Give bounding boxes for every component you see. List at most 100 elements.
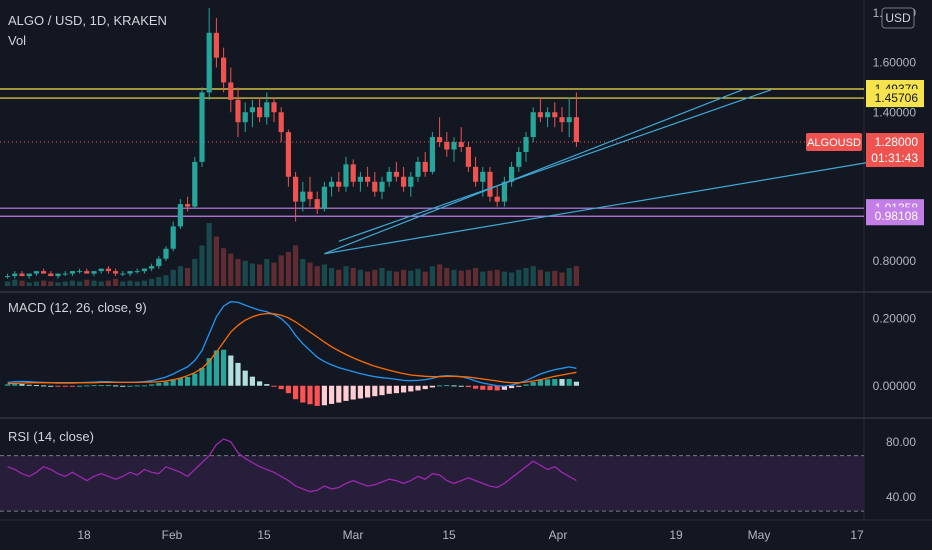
volume-legend[interactable]: Vol	[8, 33, 26, 48]
candle-body[interactable]	[242, 112, 248, 123]
candle-body[interactable]	[429, 137, 435, 172]
candle-body[interactable]	[271, 102, 277, 113]
candle-body[interactable]	[84, 271, 90, 274]
candle-body[interactable]	[444, 142, 450, 150]
candle-body[interactable]	[516, 151, 522, 167]
candle-body[interactable]	[314, 199, 320, 210]
candle-body[interactable]	[170, 226, 176, 249]
candle-body[interactable]	[19, 273, 25, 277]
candle-body[interactable]	[573, 117, 579, 143]
candle-body[interactable]	[329, 181, 335, 187]
candle-body[interactable]	[537, 112, 543, 118]
candle-body[interactable]	[134, 271, 140, 273]
candle-body[interactable]	[26, 273, 32, 277]
candle-body[interactable]	[559, 117, 565, 123]
candle-body[interactable]	[257, 107, 263, 118]
candle-body[interactable]	[552, 112, 558, 118]
macd-histogram-bar	[62, 385, 68, 387]
candle-body[interactable]	[185, 204, 191, 207]
rsi-pane[interactable]: 80.00 40.00	[0, 435, 916, 512]
candle-body[interactable]	[228, 82, 234, 100]
candle-body[interactable]	[278, 112, 284, 133]
trendlines[interactable]	[324, 89, 872, 255]
candle-body[interactable]	[113, 271, 119, 274]
rsi-title[interactable]: RSI (14, close)	[8, 429, 94, 444]
candle-body[interactable]	[343, 164, 349, 187]
candle-body[interactable]	[206, 32, 212, 93]
candle-body[interactable]	[300, 191, 306, 202]
trendline[interactable]	[324, 161, 872, 255]
candle-body[interactable]	[105, 268, 111, 272]
candle-body[interactable]	[401, 176, 407, 187]
candle-body[interactable]	[293, 176, 299, 202]
symbol-title[interactable]: ALGO / USD, 1D, KRAKEN	[8, 13, 167, 28]
candle-body[interactable]	[91, 271, 97, 274]
volume-bar	[314, 266, 320, 286]
candle-body[interactable]	[235, 99, 241, 123]
candle-body[interactable]	[545, 112, 551, 118]
candle-body[interactable]	[249, 107, 255, 113]
candle-body[interactable]	[307, 191, 313, 200]
candle-body[interactable]	[127, 271, 133, 274]
candle-body[interactable]	[177, 204, 183, 227]
trendline[interactable]	[324, 89, 743, 255]
candle-body[interactable]	[149, 266, 155, 269]
candle-body[interactable]	[156, 258, 162, 267]
candle-body[interactable]	[55, 273, 61, 277]
trendline[interactable]	[338, 89, 771, 242]
candle-body[interactable]	[213, 32, 219, 58]
candle-body[interactable]	[98, 268, 104, 272]
candle-body[interactable]	[33, 271, 39, 274]
candlestick-series[interactable]	[5, 8, 579, 279]
time-axis[interactable]: 18 Feb 15 Mar 15 Apr 19 May 17	[77, 528, 864, 542]
candle-body[interactable]	[77, 271, 83, 273]
candle-body[interactable]	[192, 161, 198, 207]
candle-body[interactable]	[451, 142, 457, 150]
candle-body[interactable]	[321, 186, 327, 210]
candle-body[interactable]	[509, 166, 515, 182]
candle-body[interactable]	[372, 181, 378, 192]
macd-title[interactable]: MACD (12, 26, close, 9)	[8, 300, 147, 315]
candle-body[interactable]	[12, 273, 18, 277]
candle-body[interactable]	[566, 117, 572, 123]
candle-body[interactable]	[379, 181, 385, 192]
candle-body[interactable]	[336, 181, 342, 187]
candle-body[interactable]	[264, 102, 270, 118]
candle-body[interactable]	[48, 273, 54, 277]
candle-body[interactable]	[465, 147, 471, 167]
candle-body[interactable]	[357, 176, 363, 182]
volume-bar	[401, 269, 407, 286]
currency-button[interactable]: USD	[881, 7, 915, 29]
candle-body[interactable]	[5, 276, 11, 278]
candle-body[interactable]	[393, 171, 399, 177]
rsi-line[interactable]	[7, 438, 577, 493]
candle-body[interactable]	[199, 92, 205, 162]
candle-body[interactable]	[480, 171, 486, 182]
candle-body[interactable]	[473, 166, 479, 182]
candle-body[interactable]	[458, 142, 464, 147]
macd-line[interactable]	[7, 301, 577, 387]
candle-body[interactable]	[69, 271, 75, 274]
candle-body[interactable]	[350, 164, 356, 182]
candle-body[interactable]	[437, 137, 443, 143]
candle-body[interactable]	[62, 273, 68, 275]
candle-body[interactable]	[163, 248, 169, 259]
macd-signal-line[interactable]	[7, 312, 577, 385]
candle-body[interactable]	[487, 171, 493, 197]
candle-body[interactable]	[285, 132, 291, 177]
macd-pane[interactable]: 0.20000 0.00000	[5, 301, 916, 406]
candle-body[interactable]	[408, 176, 414, 187]
candle-body[interactable]	[501, 181, 507, 202]
candle-body[interactable]	[120, 273, 126, 275]
candle-body[interactable]	[386, 171, 392, 182]
candle-body[interactable]	[422, 161, 428, 172]
candle-body[interactable]	[494, 196, 500, 202]
candle-body[interactable]	[530, 112, 536, 138]
candle-body[interactable]	[141, 268, 147, 272]
candle-body[interactable]	[415, 161, 421, 177]
candle-body[interactable]	[365, 176, 371, 182]
candle-body[interactable]	[41, 271, 47, 274]
candle-body[interactable]	[523, 137, 529, 152]
candle-body[interactable]	[221, 57, 227, 83]
